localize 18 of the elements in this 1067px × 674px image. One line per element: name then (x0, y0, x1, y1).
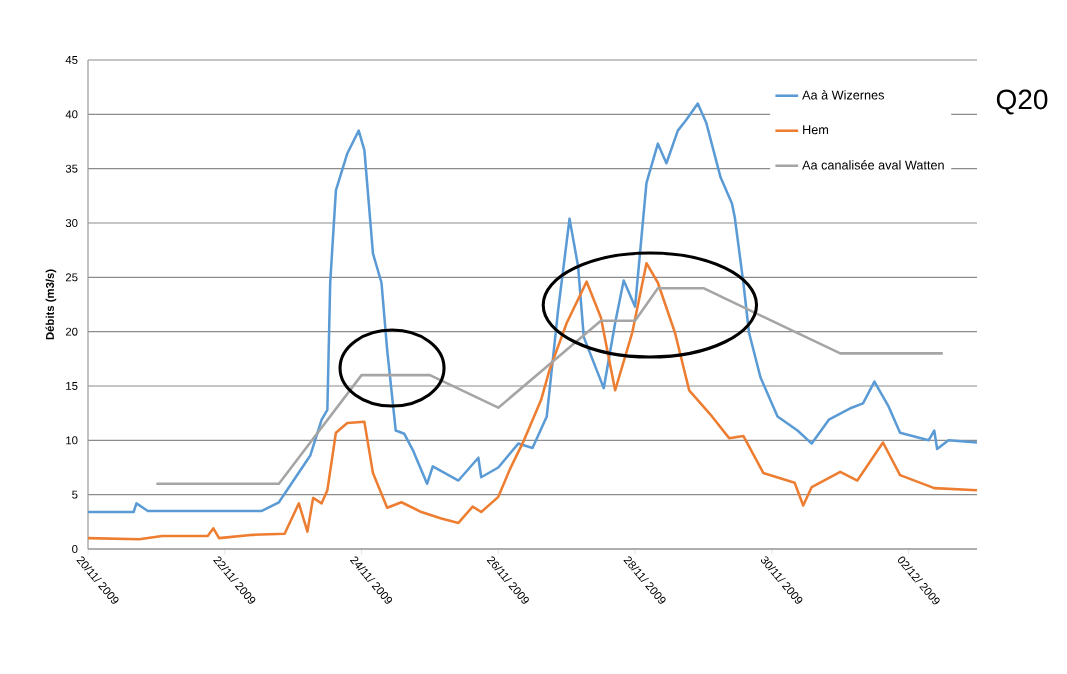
legend-label: Hem (803, 125, 829, 135)
y-axis-title: Débits (m3/s) (45, 269, 57, 340)
y-tick-label: 35 (65, 164, 78, 173)
text: Q20 (996, 89, 1048, 115)
y-tick-label: 20 (65, 327, 78, 336)
legend-label: Aa à Wizernes (802, 90, 884, 100)
line-series (86, 102, 979, 514)
legend-label: Aa canalisée aval Watten (802, 160, 944, 170)
y-tick-label: 30 (65, 218, 78, 227)
y-tick-label: 40 (65, 110, 78, 119)
line-series (155, 286, 945, 486)
y-tick-label: 15 (66, 382, 78, 390)
y-tick-label: 0 (72, 544, 78, 553)
line-series (86, 261, 979, 541)
y-tick-label: 10 (66, 436, 78, 445)
y-tick-label: 45 (65, 56, 78, 64)
y-tick-label: 25 (65, 273, 78, 282)
y-tick-label: 5 (72, 490, 78, 499)
